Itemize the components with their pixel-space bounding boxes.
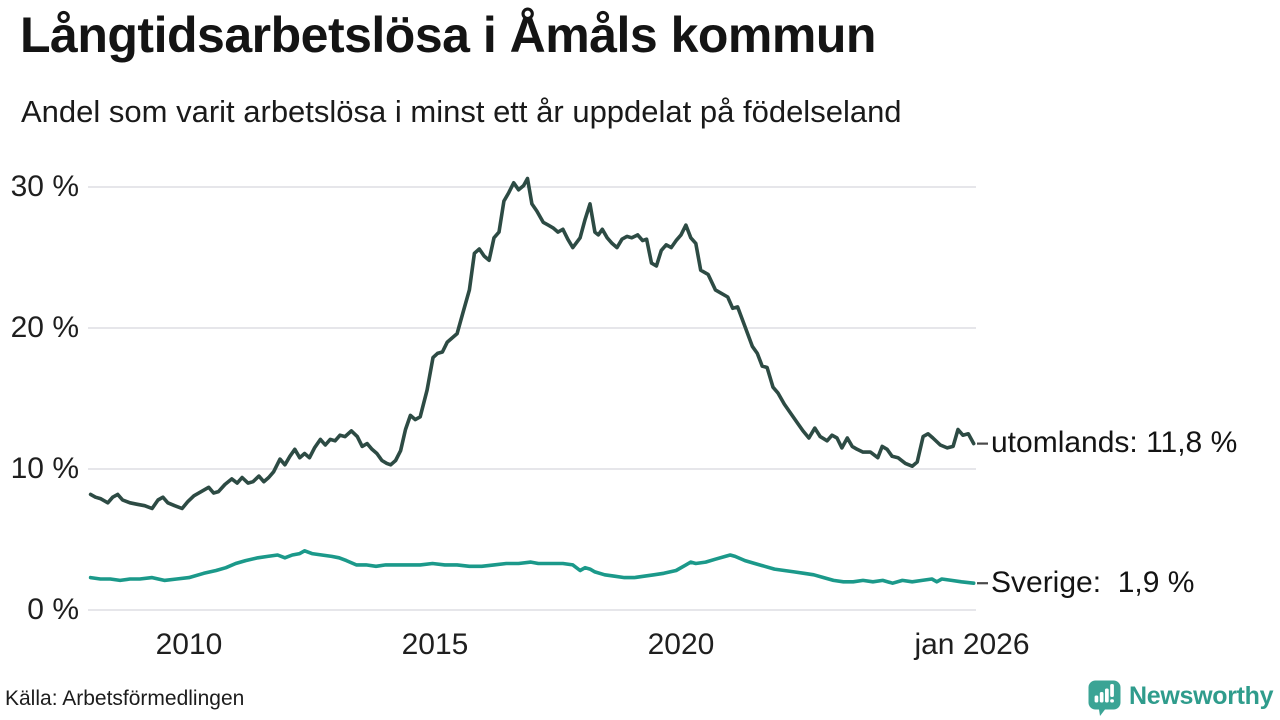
series-end-label-sverige: Sverige: 1,9 % xyxy=(991,566,1195,599)
newsworthy-logo: Newsworthy xyxy=(1087,679,1274,717)
x-axis-tick-2020: 2020 xyxy=(647,628,715,661)
page-title: Långtidsarbetslösa i Åmåls kommun xyxy=(20,7,876,63)
chart-subtitle: Andel som varit arbetslösa i minst ett å… xyxy=(21,94,902,129)
x-axis-tick-2010: 2010 xyxy=(155,628,223,661)
y-axis-tick-10: 10 % xyxy=(10,452,79,485)
y-axis-tick-0: 0 % xyxy=(27,593,79,626)
brand-name: Newsworthy xyxy=(1129,681,1274,710)
newsworthy-speech-bubble-bar-chart-icon xyxy=(1087,679,1122,717)
sverige-line xyxy=(88,548,976,586)
y-axis-tick-20: 20 % xyxy=(10,311,79,344)
source-credit: Källa: Arbetsförmedlingen xyxy=(5,687,245,710)
utomlands-line xyxy=(88,176,976,511)
x-axis-tick-jan-2026: jan 2026 xyxy=(914,628,1030,661)
series-end-label-utomlands: utomlands: 11,8 % xyxy=(991,426,1238,459)
y-axis-tick-30: 30 % xyxy=(10,170,79,203)
x-axis-tick-2015: 2015 xyxy=(401,628,469,661)
